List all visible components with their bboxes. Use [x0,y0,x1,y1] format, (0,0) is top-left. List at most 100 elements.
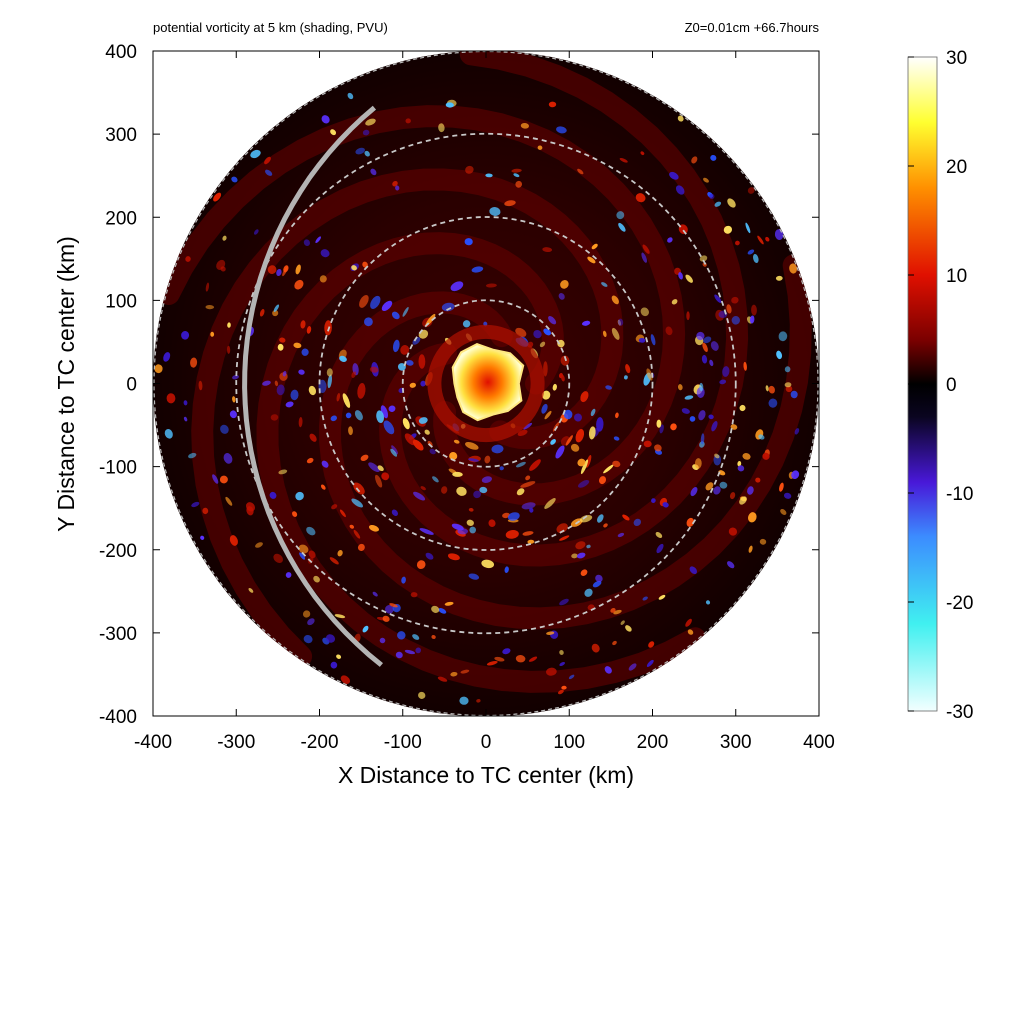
pv-anomaly [412,337,421,345]
pv-anomaly [469,526,477,534]
pv-anomaly [300,320,306,329]
pv-anomaly [313,575,320,583]
pv-anomaly [560,355,570,366]
pv-anomaly [655,532,663,538]
pv-anomaly [181,331,190,340]
pv-anomaly [768,398,778,408]
y-tick-label: -300 [99,624,137,645]
pv-anomaly [613,609,622,615]
colorbar-tick-label: -20 [946,593,973,614]
pv-anomaly [395,651,403,659]
y-tick-label: -400 [99,707,137,728]
pv-anomaly [364,150,370,157]
pv-anomaly [784,382,792,388]
pv-anomaly [362,261,368,268]
pv-anomaly [502,512,510,519]
pv-anomaly [413,491,426,501]
x-tick-label: 200 [637,732,669,753]
pv-anomaly [232,396,236,403]
x-tick-label: 300 [720,732,752,753]
pv-anomaly [669,171,679,180]
pv-anomaly [418,417,428,424]
pv-anomaly [441,302,455,312]
pv-anomaly [731,296,739,304]
pv-anomaly [543,361,548,377]
pv-anomaly [737,461,742,467]
pv-anomaly [677,115,684,122]
pv-anomaly [625,364,631,374]
pv-anomaly [190,357,198,368]
pv-anomaly [617,318,624,326]
x-tick-label: -300 [217,732,255,753]
pv-anomaly [491,444,504,454]
pv-anomaly [264,156,271,165]
x-axis: -400 -300 -200 -100 0 100 200 300 400 [134,51,835,753]
pv-anomaly [370,295,381,309]
pv-anomaly [681,408,690,414]
pv-anomaly [602,330,607,338]
pv-anomaly [424,429,430,435]
pv-anomaly [265,169,273,176]
pv-anomaly [586,544,591,549]
pv-anomaly [581,320,591,326]
pv-anomaly [559,535,570,541]
pv-anomaly [499,466,504,471]
rainband [256,232,707,693]
pv-anomaly [397,631,406,640]
pv-anomaly [765,385,769,392]
pv-anomaly [270,414,279,421]
pv-anomaly [327,374,332,389]
pv-anomaly [253,229,259,235]
pv-anomaly [656,419,662,428]
pv-anomaly [489,207,501,216]
pv-anomaly [229,535,238,546]
pv-anomaly [365,118,376,126]
pv-anomaly [757,235,764,245]
pv-anomaly [521,502,536,510]
pv-anomaly [298,369,305,375]
pv-anomaly [603,464,614,474]
pv-anomaly [558,373,564,379]
pv-anomaly [559,650,564,655]
pv-anomaly [450,671,458,677]
pv-anomaly [391,445,399,455]
pv-anomaly [527,539,535,544]
pv-anomaly [729,492,736,500]
pv-anomaly [785,385,793,393]
pv-anomaly [570,443,580,452]
pv-anomaly [748,545,753,553]
pv-anomaly [684,395,694,400]
pv-anomaly [604,666,612,674]
pv-anomaly [635,193,646,203]
pv-anomaly [185,256,191,262]
pv-anomaly [432,476,439,483]
pv-anomaly [307,618,315,626]
pv-anomaly [320,249,330,258]
pv-anomaly [390,448,398,457]
pv-anomaly [641,252,648,263]
pv-anomaly [303,634,313,644]
pv-anomaly [719,481,728,489]
pv-anomaly [544,498,556,509]
rainband [318,254,812,630]
pv-anomaly [762,452,770,460]
pv-anomaly [276,268,282,277]
pv-anomaly [591,243,598,250]
pv-anomaly [700,433,705,445]
pv-anomaly [686,517,695,527]
pv-anomaly [689,416,696,422]
pv-anomaly [580,391,589,403]
pv-anomaly [329,557,339,565]
pv-anomaly [713,486,721,495]
pv-anomaly [603,523,608,528]
pv-anomaly [420,380,426,387]
pv-anomaly [293,342,302,349]
pv-anomaly [326,368,333,377]
pv-anomaly [618,222,626,232]
pv-anomaly [285,572,292,578]
pv-anomaly [202,507,209,515]
pv-anomaly [330,129,337,136]
pv-anomaly [279,337,286,343]
pv-anomaly [743,361,747,371]
colorbar-tick-label: 0 [946,375,957,396]
